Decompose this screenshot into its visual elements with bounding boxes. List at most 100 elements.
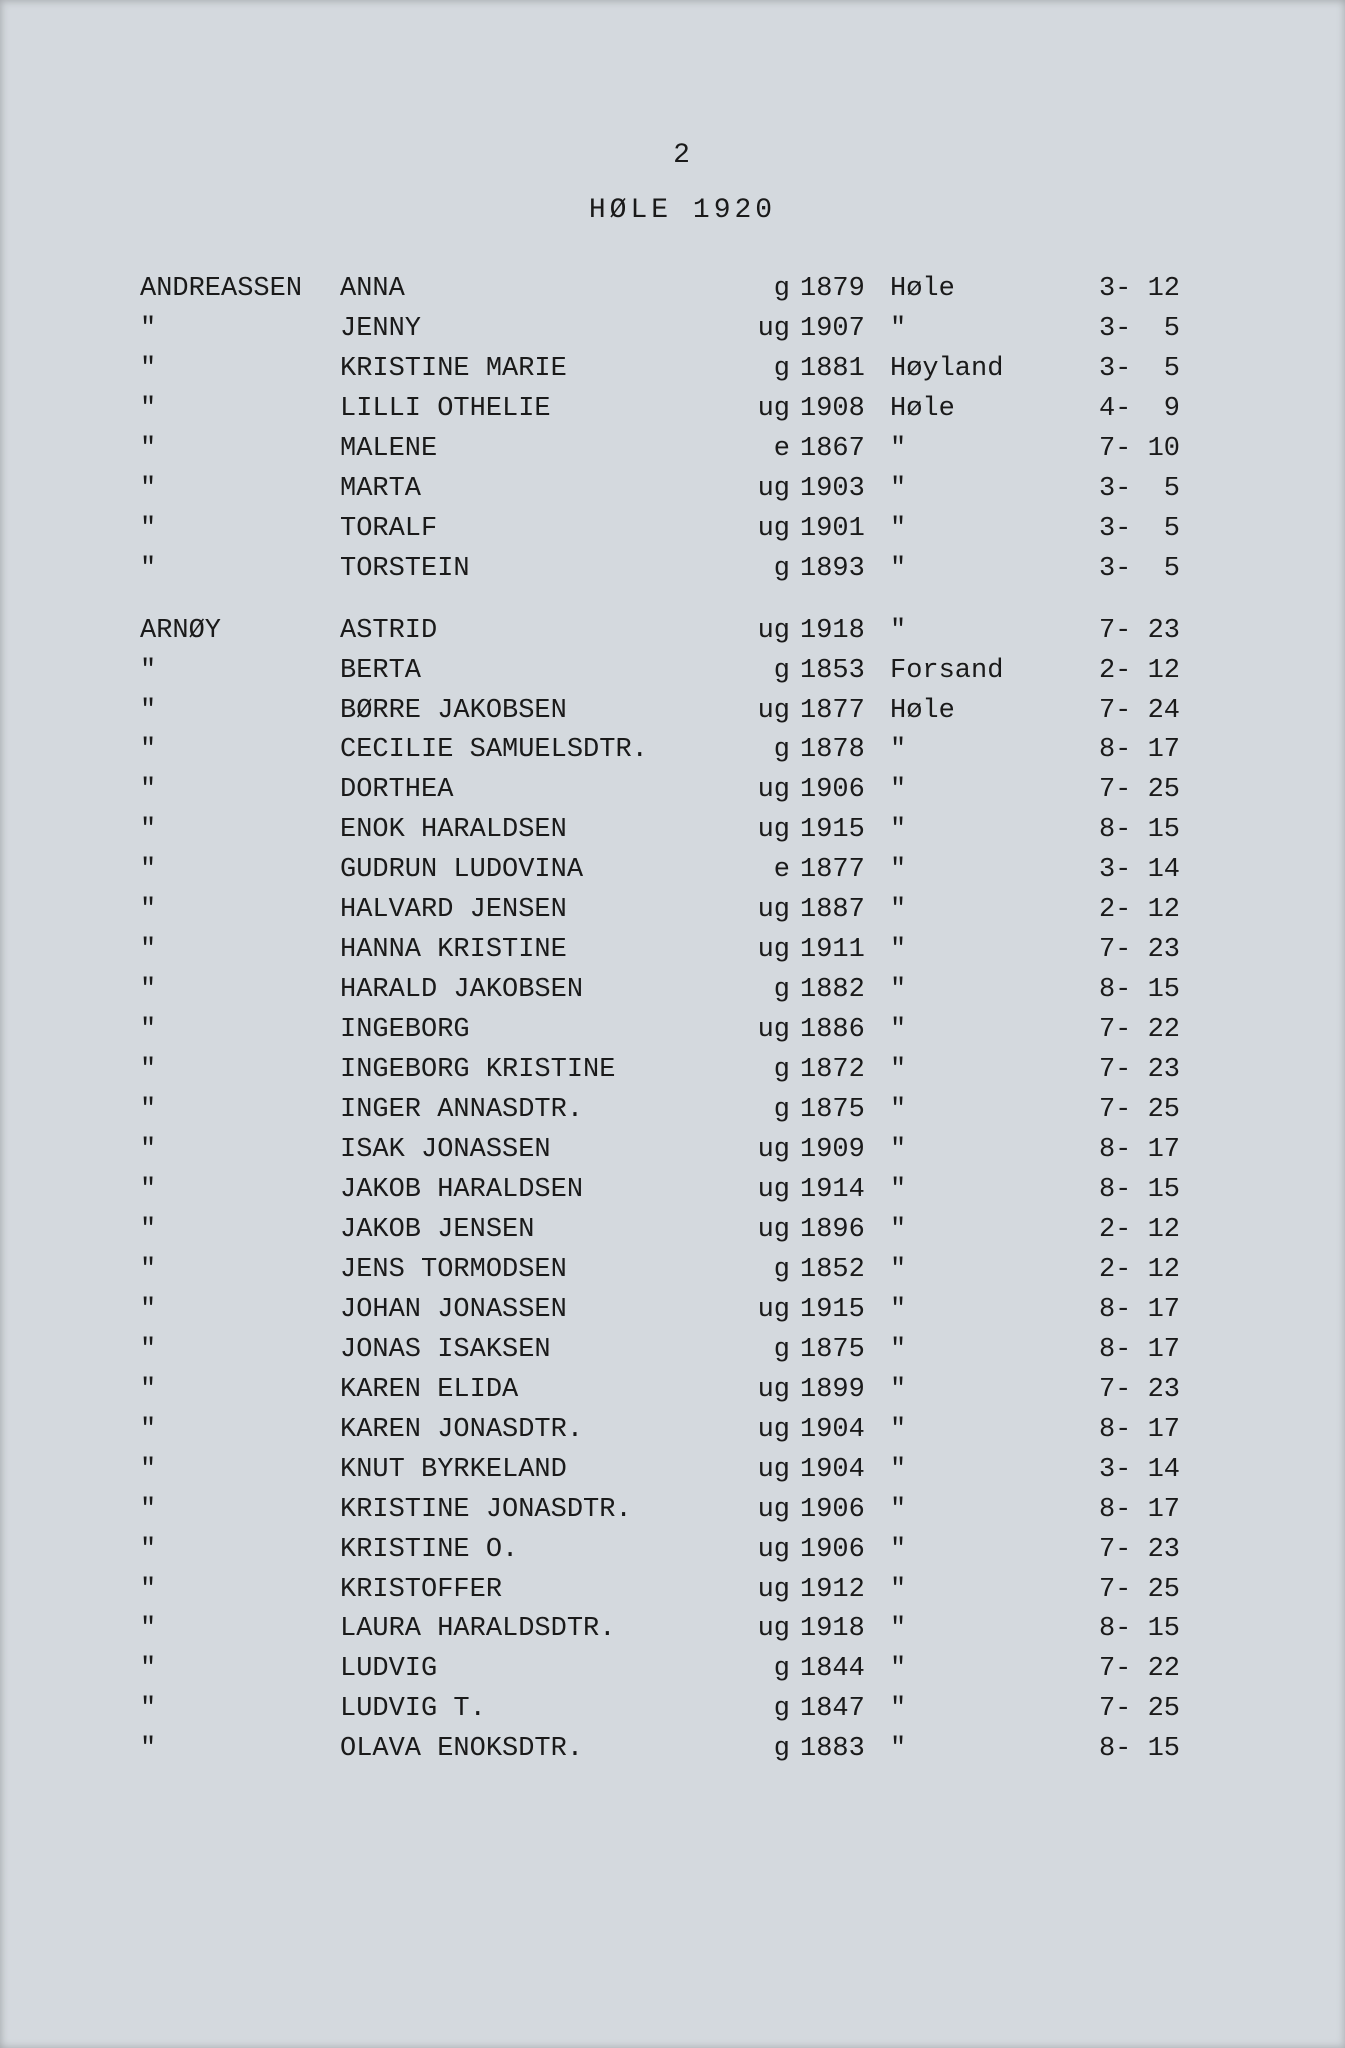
- place-cell: ": [890, 731, 1060, 771]
- given-name-cell: KAREN ELIDA: [340, 1371, 730, 1411]
- given-name-cell: JOHAN JONASSEN: [340, 1291, 730, 1331]
- place-cell: ": [890, 430, 1060, 470]
- surname-cell: ": [140, 1690, 340, 1730]
- reference-cell: 8- 15: [1060, 811, 1180, 851]
- status-cell: ug: [730, 1571, 800, 1611]
- year-cell: 1914: [800, 1171, 890, 1211]
- place-cell: ": [890, 891, 1060, 931]
- table-row: "ENOK HARALDSENug1915"8- 15: [140, 811, 1225, 851]
- given-name-cell: TORSTEIN: [340, 550, 730, 590]
- status-cell: g: [730, 1051, 800, 1091]
- given-name-cell: HALVARD JENSEN: [340, 891, 730, 931]
- status-cell: ug: [730, 771, 800, 811]
- surname-cell: ": [140, 731, 340, 771]
- year-cell: 1877: [800, 692, 890, 732]
- given-name-cell: ASTRID: [340, 612, 730, 652]
- surname-cell: ": [140, 811, 340, 851]
- surname-cell: ": [140, 652, 340, 692]
- given-name-cell: JAKOB JENSEN: [340, 1211, 730, 1251]
- place-cell: Høle: [890, 692, 1060, 732]
- table-row: "JAKOB HARALDSENug1914"8- 15: [140, 1171, 1225, 1211]
- reference-cell: 7- 25: [1060, 1571, 1180, 1611]
- status-cell: ug: [730, 891, 800, 931]
- surname-cell: ": [140, 1091, 340, 1131]
- surname-cell: ": [140, 390, 340, 430]
- place-cell: ": [890, 851, 1060, 891]
- year-cell: 1844: [800, 1650, 890, 1690]
- given-name-cell: LUDVIG T.: [340, 1690, 730, 1730]
- status-cell: ug: [730, 612, 800, 652]
- table-row: "INGEBORGug1886"7- 22: [140, 1011, 1225, 1051]
- reference-cell: 2- 12: [1060, 891, 1180, 931]
- place-cell: ": [890, 1211, 1060, 1251]
- table-row: "JENNYug1907"3- 5: [140, 310, 1225, 350]
- year-cell: 1893: [800, 550, 890, 590]
- reference-cell: 3- 12: [1060, 270, 1180, 310]
- table-row: "KRISTINE MARIEg1881Høyland3- 5: [140, 350, 1225, 390]
- status-cell: g: [730, 1690, 800, 1730]
- status-cell: ug: [730, 310, 800, 350]
- given-name-cell: ISAK JONASSEN: [340, 1131, 730, 1171]
- reference-cell: 8- 17: [1060, 1491, 1180, 1531]
- place-cell: ": [890, 510, 1060, 550]
- status-cell: ug: [730, 390, 800, 430]
- reference-cell: 7- 25: [1060, 771, 1180, 811]
- given-name-cell: DORTHEA: [340, 771, 730, 811]
- place-cell: ": [890, 310, 1060, 350]
- table-row: "INGER ANNASDTR.g1875"7- 25: [140, 1091, 1225, 1131]
- table-row: "CECILIE SAMUELSDTR.g1878"8- 17: [140, 731, 1225, 771]
- surname-cell: ": [140, 1131, 340, 1171]
- reference-cell: 7- 25: [1060, 1690, 1180, 1730]
- status-cell: g: [730, 350, 800, 390]
- year-cell: 1896: [800, 1211, 890, 1251]
- year-cell: 1879: [800, 270, 890, 310]
- place-cell: Høle: [890, 270, 1060, 310]
- status-cell: g: [730, 971, 800, 1011]
- given-name-cell: MARTA: [340, 470, 730, 510]
- group-gap: [140, 590, 1225, 612]
- table-row: "JONAS ISAKSENg1875"8- 17: [140, 1331, 1225, 1371]
- table-row: "MARTAug1903"3- 5: [140, 470, 1225, 510]
- surname-cell: ": [140, 1491, 340, 1531]
- table-row: "INGEBORG KRISTINEg1872"7- 23: [140, 1051, 1225, 1091]
- table-row: "BERTAg1853Forsand2- 12: [140, 652, 1225, 692]
- place-cell: ": [890, 1690, 1060, 1730]
- reference-cell: 4- 9: [1060, 390, 1180, 430]
- given-name-cell: JENS TORMODSEN: [340, 1251, 730, 1291]
- status-cell: ug: [730, 1171, 800, 1211]
- reference-cell: 3- 14: [1060, 851, 1180, 891]
- surname-cell: ": [140, 510, 340, 550]
- status-cell: ug: [730, 1491, 800, 1531]
- surname-cell: ": [140, 692, 340, 732]
- table-row: "KAREN ELIDAug1899"7- 23: [140, 1371, 1225, 1411]
- table-row: "HALVARD JENSENug1887"2- 12: [140, 891, 1225, 931]
- surname-cell: ": [140, 1171, 340, 1211]
- place-cell: ": [890, 1291, 1060, 1331]
- surname-cell: ARNØY: [140, 612, 340, 652]
- table-row: "KNUT BYRKELANDug1904"3- 14: [140, 1451, 1225, 1491]
- place-cell: ": [890, 1331, 1060, 1371]
- status-cell: g: [730, 1091, 800, 1131]
- surname-cell: ": [140, 1531, 340, 1571]
- reference-cell: 3- 5: [1060, 350, 1180, 390]
- reference-cell: 7- 25: [1060, 1091, 1180, 1131]
- given-name-cell: KAREN JONASDTR.: [340, 1411, 730, 1451]
- year-cell: 1906: [800, 1531, 890, 1571]
- surname-cell: ": [140, 1371, 340, 1411]
- place-cell: ": [890, 1011, 1060, 1051]
- year-cell: 1872: [800, 1051, 890, 1091]
- reference-cell: 7- 10: [1060, 430, 1180, 470]
- place-cell: ": [890, 550, 1060, 590]
- given-name-cell: MALENE: [340, 430, 730, 470]
- table-row: "KAREN JONASDTR.ug1904"8- 17: [140, 1411, 1225, 1451]
- status-cell: ug: [730, 811, 800, 851]
- surname-cell: ": [140, 1730, 340, 1770]
- given-name-cell: INGER ANNASDTR.: [340, 1091, 730, 1131]
- status-cell: g: [730, 1251, 800, 1291]
- year-cell: 1918: [800, 612, 890, 652]
- place-cell: ": [890, 1571, 1060, 1611]
- status-cell: g: [730, 652, 800, 692]
- status-cell: ug: [730, 1291, 800, 1331]
- status-cell: ug: [730, 470, 800, 510]
- place-cell: ": [890, 1451, 1060, 1491]
